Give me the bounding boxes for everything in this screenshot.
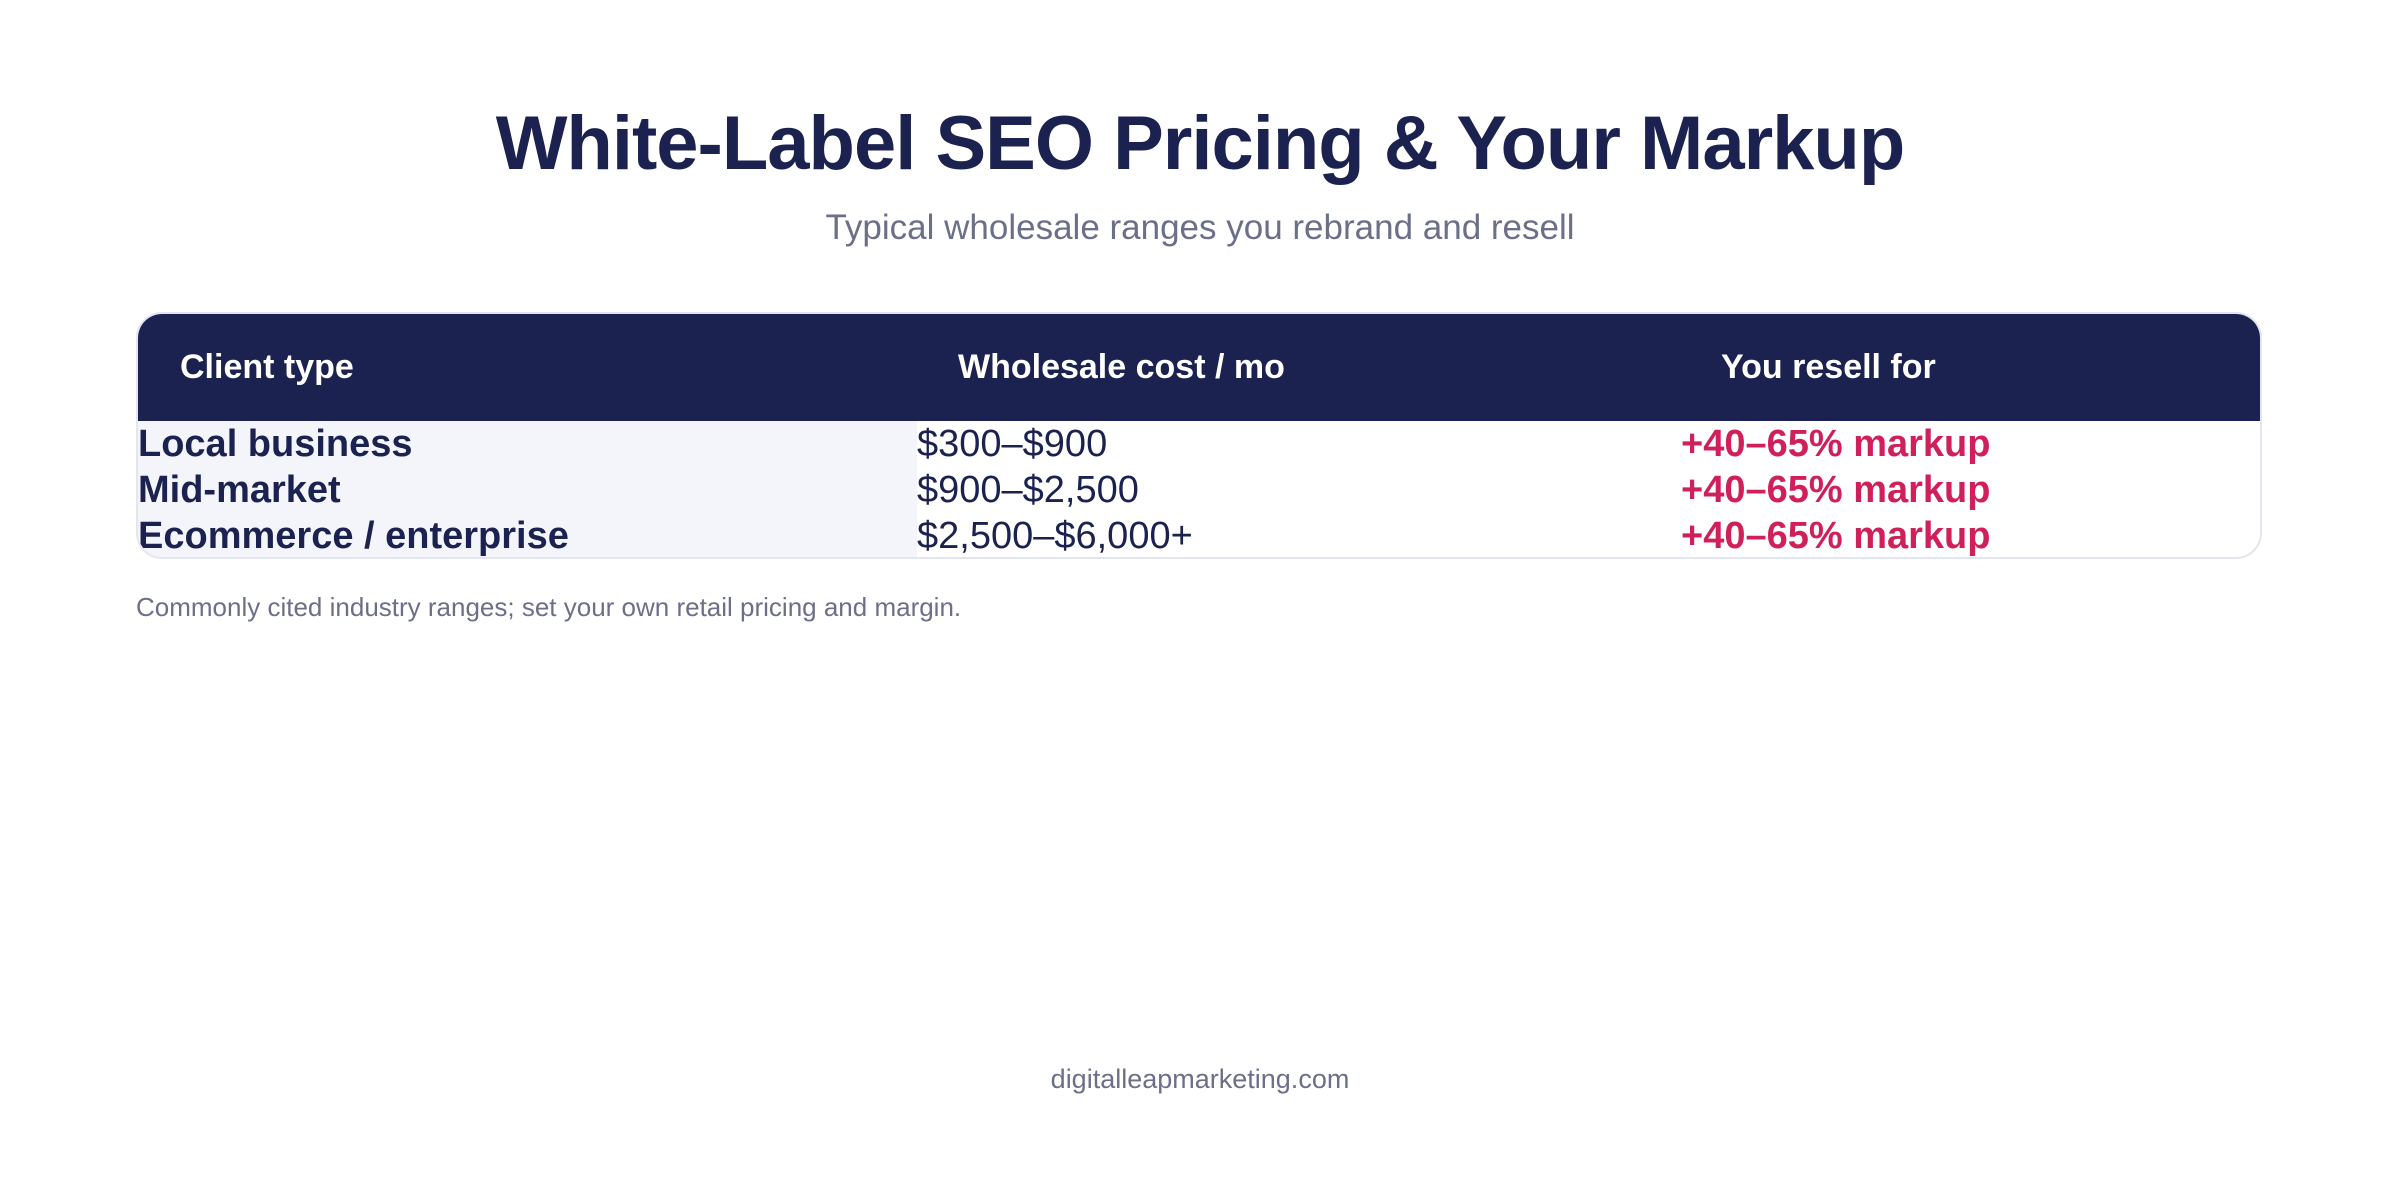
title: White-Label SEO Pricing & Your Markup bbox=[495, 101, 1906, 186]
column-header: Client type bbox=[180, 348, 354, 386]
column-background bbox=[138, 421, 917, 557]
table-cell: $2,500–$6,000+ bbox=[917, 515, 1193, 557]
table-cell: $300–$900 bbox=[917, 423, 1108, 465]
footer: digitalleapmarketing.com bbox=[1050, 1064, 1350, 1094]
column-header: Wholesale cost / mo bbox=[958, 348, 1285, 386]
table-cell: +40–65% markup bbox=[1681, 423, 1991, 465]
pricing-table: Client type Wholesale cost / mo You rese… bbox=[136, 312, 2262, 559]
column-header: You resell for bbox=[1721, 348, 1936, 386]
table-header: Client type Wholesale cost / mo You rese… bbox=[138, 314, 2260, 421]
table-cell: Local business bbox=[138, 423, 413, 465]
footnote: Commonly cited industry ranges; set your… bbox=[136, 592, 962, 622]
table-cell: Mid-market bbox=[138, 469, 341, 511]
table-cell: +40–65% markup bbox=[1681, 469, 1991, 511]
table-cell: +40–65% markup bbox=[1681, 515, 1991, 557]
table-cell: Ecommerce / enterprise bbox=[138, 515, 569, 557]
table-cell: $900–$2,500 bbox=[917, 469, 1139, 511]
subtitle: Typical wholesale ranges you rebrand and… bbox=[825, 208, 1575, 247]
